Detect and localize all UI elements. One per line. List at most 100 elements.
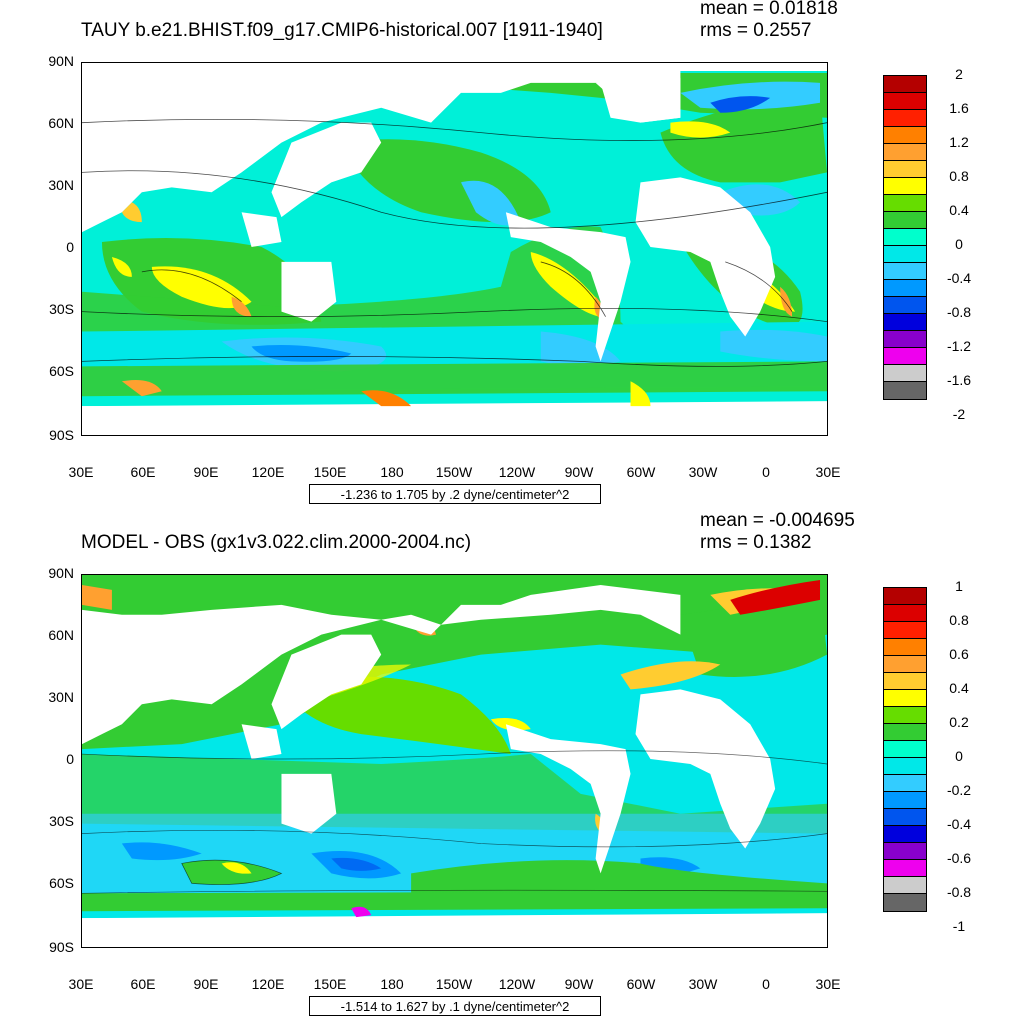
colorbar-tick-label: 0.4 xyxy=(949,202,969,218)
colorbar-tick-label: -0.8 xyxy=(946,304,972,320)
x-tick-label: 60W xyxy=(626,976,656,992)
colorbar-tick-label: 0.8 xyxy=(949,168,969,184)
x-tick-label: 120E xyxy=(251,464,285,480)
map-field xyxy=(82,575,827,947)
x-tick-label: 30W xyxy=(688,464,718,480)
colorbar-segment xyxy=(884,212,926,229)
x-tick-label: 60E xyxy=(130,976,156,992)
panel-stats: mean = 0.01818 rms = 0.2557 xyxy=(700,0,838,42)
y-tick-label: 0 xyxy=(66,751,74,767)
colorbar-segment xyxy=(884,263,926,280)
colorbar-segment xyxy=(884,127,926,144)
panel-title: MODEL - OBS (gx1v3.022.clim.2000-2004.nc… xyxy=(81,532,472,553)
colorbar-segment xyxy=(884,144,926,161)
colorbar-segment xyxy=(884,877,926,894)
y-tick-label: 60S xyxy=(49,363,74,379)
colorbar-segment xyxy=(884,843,926,860)
y-tick-label: 30S xyxy=(49,813,74,829)
colorbar-segment xyxy=(884,297,926,314)
panel-stats: mean = -0.004695 rms = 0.1382 xyxy=(700,510,855,554)
colorbar-tick-label: 0 xyxy=(955,748,963,764)
colorbar-segment xyxy=(884,758,926,775)
y-tick-label: 90S xyxy=(49,427,74,443)
x-tick-label: 30E xyxy=(815,464,841,480)
colorbar-segment xyxy=(884,690,926,707)
x-tick-label: 30E xyxy=(815,976,841,992)
y-tick-label: 90S xyxy=(49,939,74,955)
x-tick-label: 90E xyxy=(193,464,219,480)
colorbar-segment xyxy=(884,246,926,263)
colorbar-segment xyxy=(884,280,926,297)
colorbar-tick-label: 0.8 xyxy=(949,612,969,628)
colorbar-segment xyxy=(884,639,926,656)
colorbar-tick-label: -1 xyxy=(952,918,966,934)
colorbar-segment xyxy=(884,588,926,605)
colorbar-tick-label: -0.2 xyxy=(946,782,972,798)
mean-value: mean = -0.004695 xyxy=(700,510,855,531)
map-plot xyxy=(81,62,828,436)
x-tick-label: 150E xyxy=(313,464,347,480)
y-tick-label: 60S xyxy=(49,875,74,891)
colorbar-tick-label: 0.6 xyxy=(949,646,969,662)
colorbar-segment xyxy=(884,792,926,809)
x-tick-label: 30E xyxy=(68,976,94,992)
colorbar-segment xyxy=(884,605,926,622)
colorbar-tick-label: -2 xyxy=(952,406,966,422)
x-tick-label: 30W xyxy=(688,976,718,992)
x-tick-label: 90E xyxy=(193,976,219,992)
x-tick-label: 60E xyxy=(130,464,156,480)
x-tick-label: 90W xyxy=(564,976,594,992)
colorbar-tick-label: -0.8 xyxy=(946,884,972,900)
colorbar-segment xyxy=(884,860,926,877)
colorbar-segment xyxy=(884,331,926,348)
colorbar-segment xyxy=(884,741,926,758)
colorbar-tick-label: 1 xyxy=(955,578,963,594)
x-tick-label: 180 xyxy=(380,464,404,480)
x-tick-label: 0 xyxy=(762,976,770,992)
colorbar-segment xyxy=(884,707,926,724)
colorbar-segment xyxy=(884,229,926,246)
rms-value: rms = 0.2557 xyxy=(700,20,812,41)
y-tick-label: 30S xyxy=(49,301,74,317)
colorbar-tick-label: -1.6 xyxy=(946,372,972,388)
colorbar-segment xyxy=(884,365,926,382)
colorbar-tick-label: -0.4 xyxy=(946,816,972,832)
colorbar-segment xyxy=(884,826,926,843)
mean-value: mean = 0.01818 xyxy=(700,0,838,19)
x-tick-label: 60W xyxy=(626,464,656,480)
colorbar-segment xyxy=(884,894,926,911)
colorbar xyxy=(883,75,927,400)
y-tick-label: 60N xyxy=(48,627,74,643)
colorbar-tick-label: 1.6 xyxy=(949,100,969,116)
x-tick-label: 150W xyxy=(435,464,473,480)
colorbar-tick-label: 0.4 xyxy=(949,680,969,696)
rms-value: rms = 0.1382 xyxy=(700,532,812,553)
map-field xyxy=(82,63,827,435)
y-tick-label: 30N xyxy=(48,689,74,705)
y-tick-label: 60N xyxy=(48,115,74,131)
colorbar-segment xyxy=(884,110,926,127)
panel-title: TAUY b.e21.BHIST.f09_g17.CMIP6-historica… xyxy=(81,20,603,41)
colorbar-tick-label: -0.6 xyxy=(946,850,972,866)
x-tick-label: 0 xyxy=(762,464,770,480)
colorbar-segment xyxy=(884,314,926,331)
map-plot xyxy=(81,574,828,948)
colorbar xyxy=(883,587,927,912)
x-tick-label: 180 xyxy=(380,976,404,992)
colorbar-segment xyxy=(884,348,926,365)
colorbar-tick-label: 0.2 xyxy=(949,714,969,730)
colorbar-segment xyxy=(884,178,926,195)
contour-range-label: -1.514 to 1.627 by .1 dyne/centimeter^2 xyxy=(309,996,601,1016)
y-tick-label: 90N xyxy=(48,53,74,69)
colorbar-segment xyxy=(884,724,926,741)
y-tick-label: 0 xyxy=(66,239,74,255)
colorbar-segment xyxy=(884,809,926,826)
colorbar-segment xyxy=(884,622,926,639)
colorbar-segment xyxy=(884,161,926,178)
x-tick-label: 90W xyxy=(564,464,594,480)
colorbar-segment xyxy=(884,195,926,212)
colorbar-segment xyxy=(884,93,926,110)
x-tick-label: 30E xyxy=(68,464,94,480)
x-tick-label: 150W xyxy=(435,976,473,992)
y-tick-label: 90N xyxy=(48,565,74,581)
